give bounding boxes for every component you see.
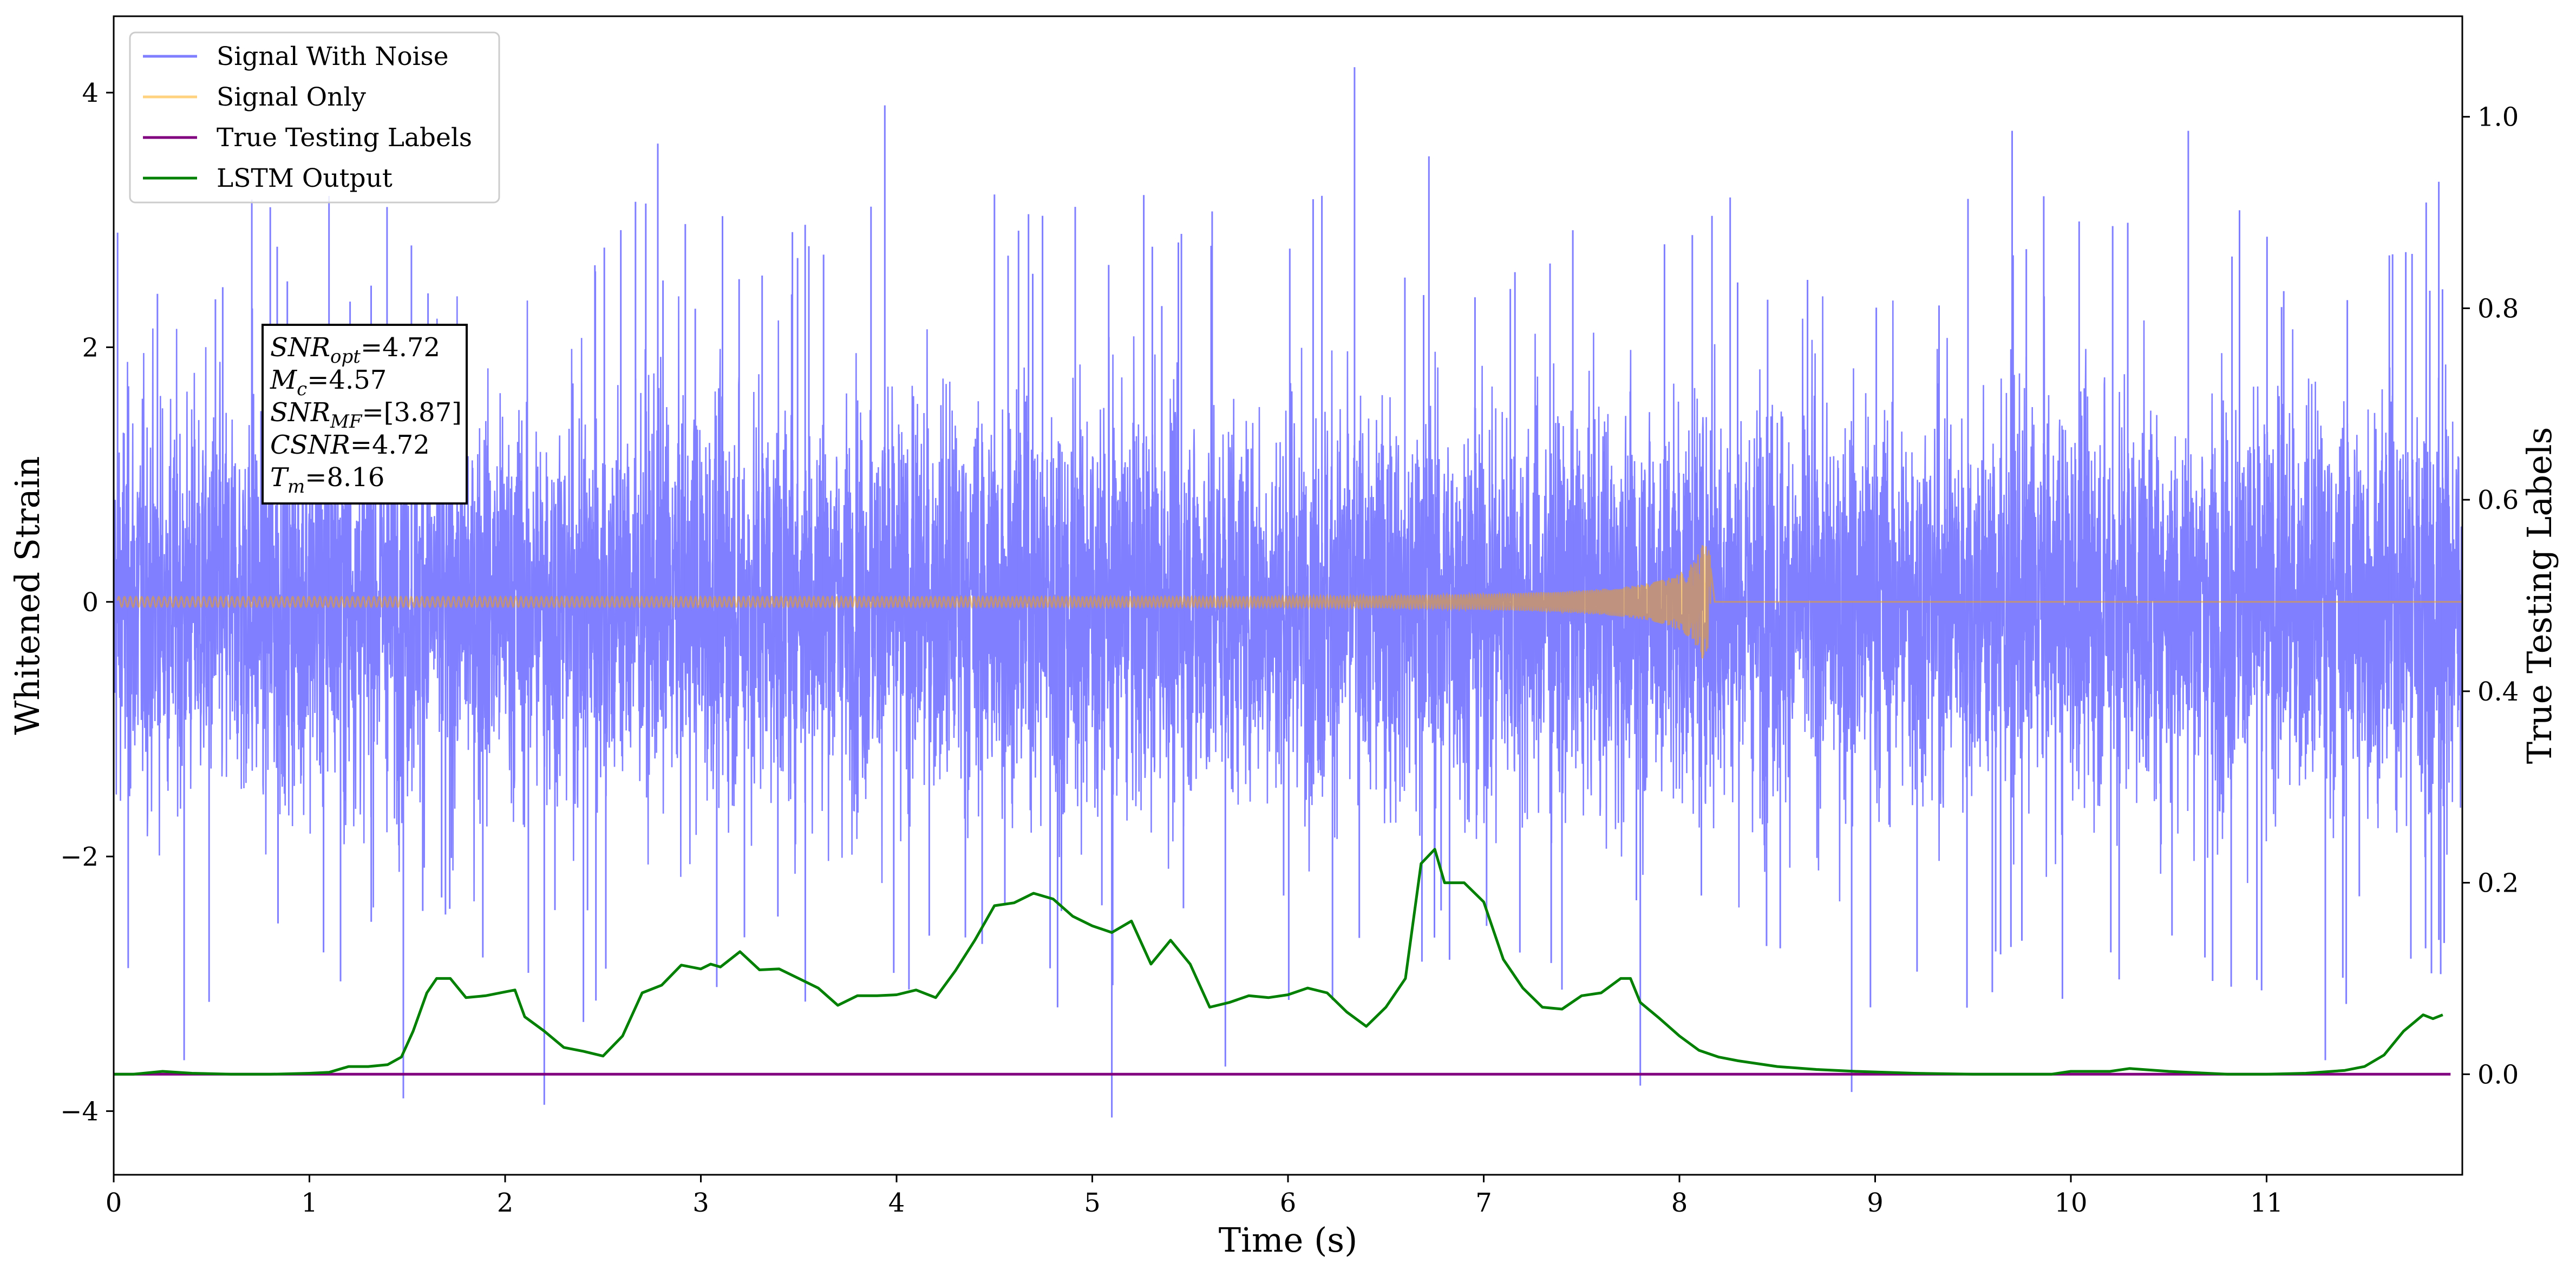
- annotation-subscript: MF: [330, 411, 363, 433]
- y-tick-label: 2: [82, 332, 99, 363]
- y-axis-right-label: True Testing Labels: [2520, 427, 2559, 764]
- annotation-value: =4.72: [361, 332, 440, 363]
- y-axis-label: Whitened Strain: [8, 456, 47, 735]
- annotation-frame: [261, 324, 468, 505]
- y-right-tick-label: 0.4: [2477, 677, 2519, 707]
- y-right-tick-label: 0.2: [2477, 868, 2519, 899]
- x-tick-label: 11: [2250, 1188, 2283, 1218]
- annotation-line: SNRopt=4.72: [270, 332, 440, 368]
- annotation-symbol: M: [270, 365, 298, 395]
- x-tick-label: 2: [497, 1188, 514, 1218]
- annotation-subscript: opt: [330, 346, 361, 368]
- annotation-subscript: m: [287, 476, 305, 498]
- lstm-series-layer: [114, 848, 2443, 1076]
- annotation-value: =4.72: [350, 430, 430, 460]
- y-right-tick-label: 0.0: [2477, 1059, 2519, 1090]
- noise-line: [114, 296, 2462, 908]
- x-tick-label: 5: [1084, 1188, 1101, 1218]
- annotation-box: SNRopt=4.72Mc=4.57SNRMF=[3.87]CSNR=4.72T…: [261, 324, 468, 505]
- annotation-symbol: SNR: [270, 397, 330, 428]
- noise-spikes: [116, 67, 2445, 1118]
- annotation-value: =[3.87]: [362, 397, 462, 428]
- x-axis-label: Time (s): [1219, 1220, 1358, 1260]
- signal-only-line: [116, 545, 2462, 659]
- lstm-output-line: [114, 848, 2443, 1076]
- annotation-line: Tm=8.16: [270, 462, 384, 498]
- y-tick-label: −4: [60, 1096, 99, 1127]
- y-right-tick-label: 0.8: [2477, 293, 2519, 324]
- legend-label: True Testing Labels: [217, 123, 472, 153]
- y-right-tick-label: 1.0: [2477, 102, 2519, 133]
- x-tick-label: 8: [1671, 1188, 1688, 1218]
- x-tick-label: 9: [1867, 1188, 1884, 1218]
- x-tick-label: 6: [1280, 1188, 1297, 1218]
- x-tick-label: 7: [1475, 1188, 1492, 1218]
- legend-label: Signal Only: [217, 82, 366, 112]
- annotation-value: =4.57: [307, 365, 387, 395]
- x-tick-label: 4: [888, 1188, 905, 1218]
- legend-label: Signal With Noise: [217, 42, 449, 71]
- annotation-subscript: c: [297, 378, 307, 400]
- x-tick-label: 3: [692, 1188, 709, 1218]
- annotation-line: CSNR=4.72: [270, 430, 430, 460]
- annotation-value: =8.16: [305, 462, 384, 493]
- x-tick-label: 1: [301, 1188, 318, 1218]
- x-tick-label: 0: [106, 1188, 122, 1218]
- annotation-line: SNRMF=[3.87]: [270, 397, 462, 433]
- legend-frame: [129, 31, 500, 204]
- annotation-symbol: SNR: [270, 332, 330, 363]
- noise-series-layer: [114, 67, 2462, 1118]
- legend-label: LSTM Output: [217, 163, 393, 193]
- y-tick-label: 0: [82, 587, 99, 618]
- y-right-tick-label: 0.6: [2477, 485, 2519, 515]
- y-axis-left: −4 −2 0 2 4: [60, 78, 114, 1127]
- y-tick-label: −2: [60, 842, 99, 872]
- annotation-symbol: CSNR: [270, 430, 350, 460]
- legend: Signal With Noise Signal Only True Testing…: [129, 31, 500, 204]
- annotation-line: Mc=4.57: [270, 365, 387, 400]
- x-tick-label: 10: [2054, 1188, 2087, 1218]
- signal-series-layer: [116, 545, 2462, 659]
- annotation-symbol: T: [270, 462, 289, 493]
- y-axis-right: 0.0 0.2 0.4 0.6 0.8 1.0: [2462, 102, 2519, 1090]
- x-axis: 0 1 2 3 4 5 6 7 8 9 10 11: [106, 1175, 2283, 1218]
- y-tick-label: 4: [82, 78, 99, 108]
